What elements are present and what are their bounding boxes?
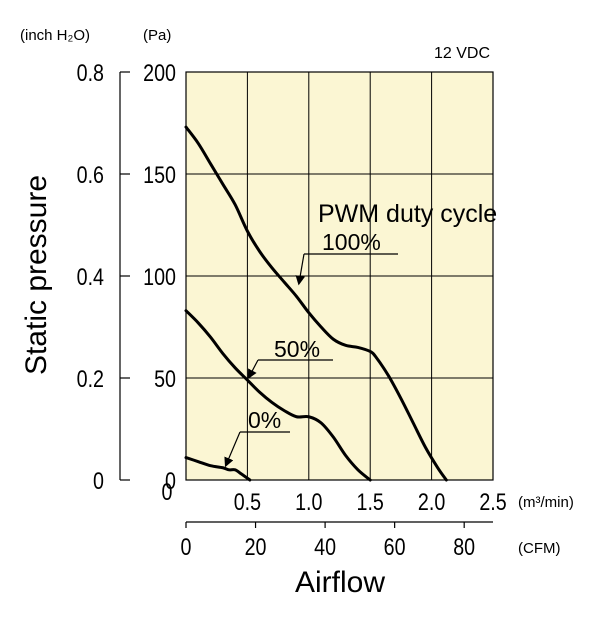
y-tick-label-pa: 150 [143,161,176,188]
y-unit-inch: (inch H₂O) [20,27,90,44]
y-tick-label-pa: 100 [143,263,176,290]
series-label-100-percent: 100% [322,229,381,255]
y-tick-label-inch: 0.2 [77,365,104,392]
callout-arrow [224,431,241,468]
x-unit-cfm: (CFM) [518,540,560,557]
x-tick-label-m3: 2.0 [418,488,445,515]
series-label-50-percent: 50% [274,336,320,362]
y-unit-pa: (Pa) [143,27,171,44]
x-tick-label-m3: 1.0 [295,488,322,515]
y-tick-label-inch: 0.4 [77,263,104,290]
x-axis-title: Airflow [295,566,385,599]
grid-lines [186,72,493,480]
callout-arrow [247,359,259,380]
x-tick-label-m3: 2.5 [479,488,506,515]
x-tick-label-cfm: 40 [314,533,336,560]
y-tick-label-pa: 200 [143,59,176,86]
legend-title: PWM duty cycle [318,200,497,228]
axes [119,71,493,528]
y-tick-label-inch: 0.8 [77,59,104,86]
series-line-50-percent [184,309,372,482]
callout-arrow [295,253,305,286]
y-tick-label-pa: 0 [165,467,176,494]
x-tick-label-m3: 0.5 [234,488,261,515]
series-line-0-percent [184,456,252,482]
condition-label: 12 VDC [434,45,490,62]
y-axis-title: Static pressure [20,175,53,375]
x-unit-m3: (m³/min) [518,494,574,511]
series-line-100-percent [184,125,448,482]
y-tick-label-inch: 0.6 [77,161,104,188]
y-tick-label-pa: 50 [154,365,176,392]
x-origin-label: 0 [162,478,173,505]
x-tick-label-cfm: 80 [453,533,475,560]
x-tick-label-cfm: 60 [384,533,406,560]
x-tick-label-cfm: 0 [181,533,192,560]
series-layer [184,125,448,482]
series-label-0-percent: 0% [248,407,281,433]
x-tick-label-m3: 1.5 [357,488,384,515]
x-tick-label-cfm: 20 [245,533,267,560]
y-tick-label-inch: 0 [93,467,104,494]
